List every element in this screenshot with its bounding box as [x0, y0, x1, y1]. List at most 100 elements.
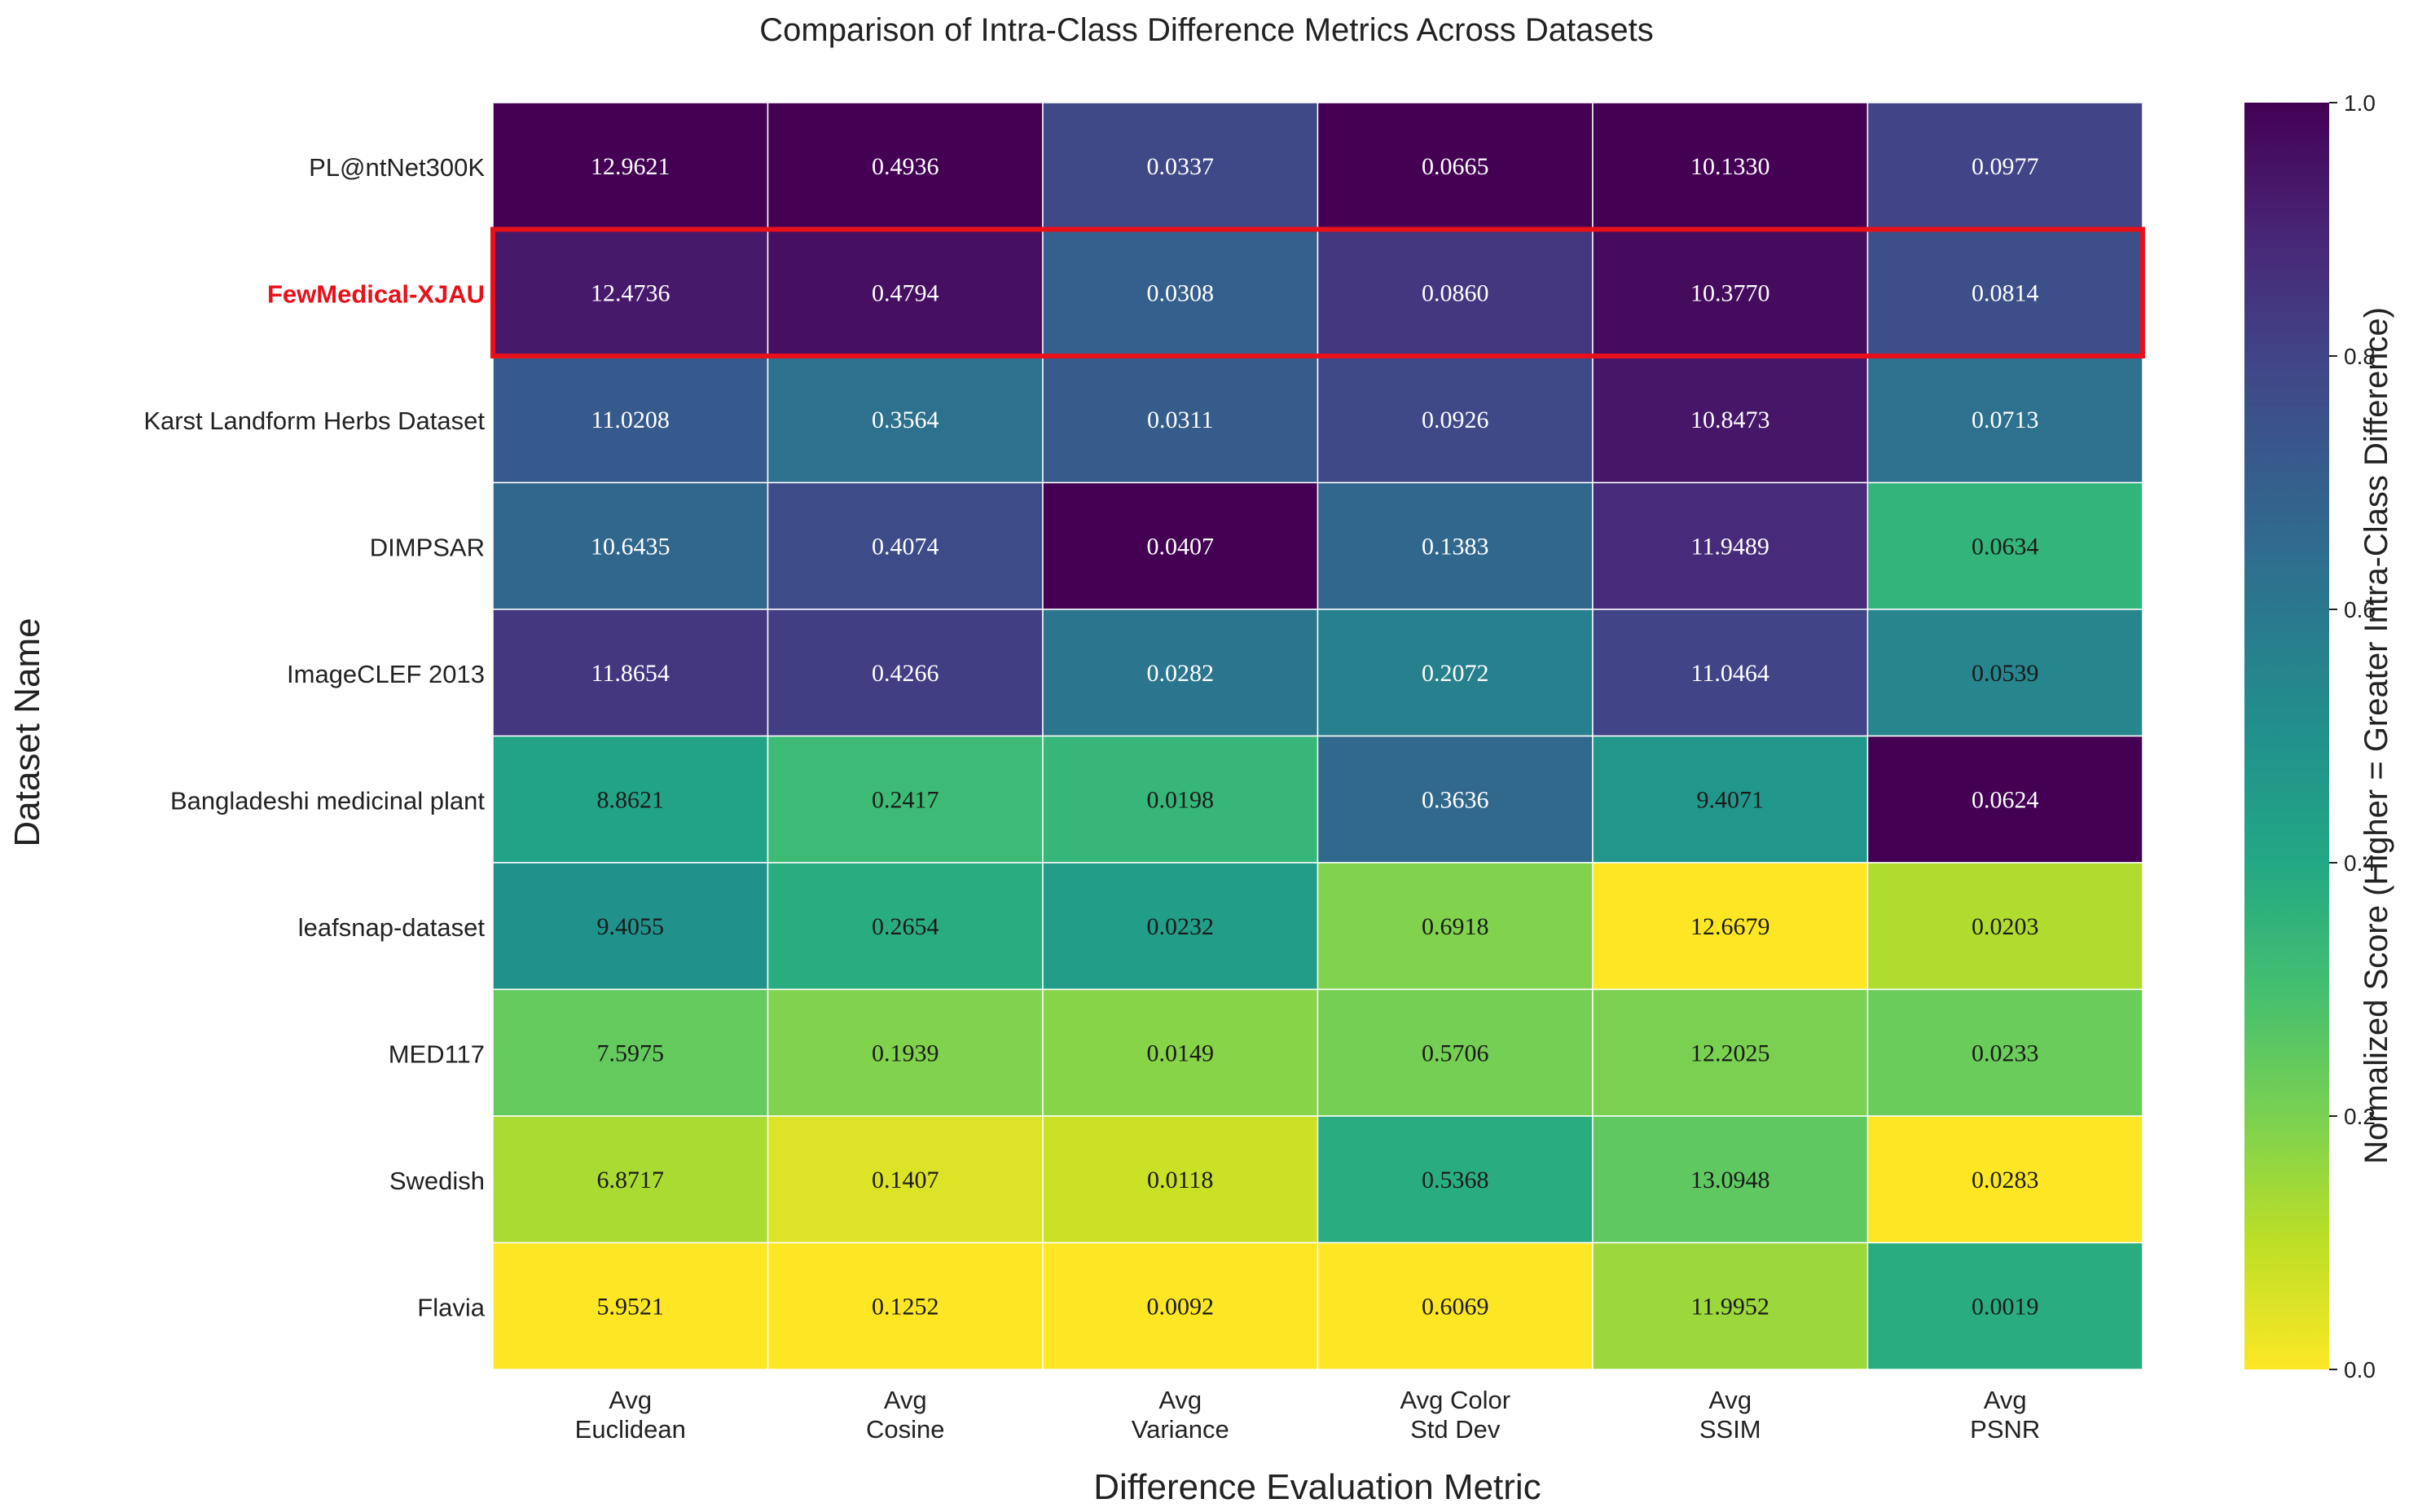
cell-value-label: 8.8621 — [597, 786, 665, 813]
cell-value-label: 9.4071 — [1697, 786, 1765, 813]
column-label: PSNR — [1970, 1415, 2040, 1444]
column-label: Euclidean — [575, 1415, 686, 1444]
heatmap-cell — [1317, 862, 1594, 991]
column-label: Cosine — [866, 1415, 945, 1444]
column-label: SSIM — [1699, 1415, 1761, 1444]
cell-value-label: 0.0713 — [1972, 407, 2039, 433]
cell-value-label: 0.0149 — [1147, 1040, 1215, 1066]
row-label: Flavia — [417, 1293, 485, 1321]
column-label: Std Dev — [1410, 1415, 1501, 1444]
heatmap-cell — [1042, 862, 1319, 991]
row-label: Swedish — [389, 1167, 485, 1195]
column-label: Avg — [609, 1386, 652, 1414]
heatmap-cell — [1592, 1115, 1869, 1244]
heatmap-cell — [1317, 735, 1594, 864]
heatmap-cell — [1866, 862, 2143, 991]
cell-value-label: 0.0634 — [1972, 533, 2039, 560]
cell-value-label: 0.0308 — [1147, 279, 1215, 306]
cell-value-label: 0.6069 — [1422, 1293, 1489, 1320]
cell-value-label: 0.0624 — [1972, 786, 2039, 813]
cell-value-label: 0.0311 — [1147, 407, 1213, 433]
cell-value-label: 0.3564 — [872, 407, 939, 433]
heatmap-cell — [492, 988, 769, 1117]
cell-value-label: 0.0282 — [1147, 660, 1215, 687]
x-axis-label: Difference Evaluation Metric — [1093, 1467, 1541, 1507]
cell-value-label: 12.2025 — [1690, 1040, 1770, 1066]
cell-value-label: 0.0977 — [1972, 153, 2039, 180]
cell-value-label: 0.6918 — [1422, 913, 1489, 940]
y-axis-label: Dataset Name — [7, 618, 47, 846]
heatmap-cell — [1317, 988, 1594, 1117]
cell-value-label: 0.0337 — [1147, 153, 1215, 180]
cell-value-label: 0.1407 — [872, 1167, 939, 1193]
cell-value-label: 12.4736 — [591, 279, 670, 306]
cell-value-label: 0.5368 — [1422, 1167, 1489, 1193]
column-label: Avg — [1158, 1386, 1202, 1414]
row-label: DIMPSAR — [370, 533, 485, 561]
cell-value-label: 0.0283 — [1972, 1167, 2039, 1193]
row-label: PL@ntNet300K — [309, 153, 485, 182]
cell-value-label: 0.0203 — [1972, 913, 2039, 940]
cell-value-label: 0.0665 — [1422, 153, 1489, 180]
heatmap-cell — [1592, 355, 1869, 484]
column-label: Avg — [884, 1386, 927, 1414]
row-label: ImageCLEF 2013 — [287, 660, 485, 688]
cell-value-label: 0.0539 — [1972, 660, 2039, 687]
heatmap-cell — [492, 481, 769, 610]
cell-value-label: 11.0208 — [591, 407, 670, 433]
column-label: Avg — [1708, 1386, 1752, 1414]
colorbar — [2244, 103, 2329, 1369]
heatmap-cell — [492, 735, 769, 864]
column-label: Avg — [1984, 1386, 2027, 1414]
heatmap-cell — [767, 1115, 1044, 1244]
heatmap-cell — [492, 355, 769, 484]
cell-value-label: 5.9521 — [597, 1293, 665, 1320]
heatmap-cell — [767, 862, 1044, 991]
colorbar-tick-label: 0.6 — [2344, 597, 2376, 622]
cell-value-label: 0.1939 — [872, 1040, 939, 1066]
heatmap-cell — [1317, 609, 1594, 737]
heatmap-cell — [767, 988, 1044, 1117]
cell-value-label: 0.0860 — [1422, 279, 1489, 306]
heatmap-cell — [1592, 988, 1869, 1117]
cell-value-label: 11.0464 — [1691, 660, 1769, 687]
heatmap-cell — [1866, 355, 2143, 484]
heatmap-cell — [492, 102, 769, 231]
row-label: leafsnap-dataset — [298, 913, 486, 942]
heatmap-cell — [492, 609, 769, 737]
cell-value-label: 10.8473 — [1690, 407, 1770, 433]
row-label: Karst Landform Herbs Dataset — [143, 407, 485, 435]
cell-value-label: 0.4794 — [872, 279, 939, 306]
heatmap-cell — [1317, 481, 1594, 610]
cell-value-label: 0.0198 — [1147, 786, 1215, 813]
column-label: Avg Color — [1400, 1386, 1510, 1414]
heatmap-cell — [1042, 102, 1319, 231]
colorbar-tick-label: 1.0 — [2344, 90, 2376, 116]
cell-value-label: 0.2654 — [872, 913, 939, 940]
cell-value-label: 0.2417 — [872, 786, 939, 813]
heatmap-cell — [1866, 735, 2143, 864]
cell-value-label: 0.0092 — [1147, 1293, 1215, 1320]
heatmap-cell — [767, 1242, 1044, 1370]
colorbar-tick-label: 0.0 — [2344, 1357, 2376, 1382]
cell-value-label: 0.2072 — [1422, 660, 1489, 687]
heatmap-cell — [767, 102, 1044, 231]
heatmap-cell — [1317, 228, 1594, 357]
heatmap-cell — [1317, 355, 1594, 484]
cell-value-label: 10.3770 — [1690, 279, 1770, 306]
row-label: Bangladeshi medicinal plant — [170, 786, 485, 815]
heatmap-cell — [1866, 609, 2143, 737]
cell-value-label: 6.8717 — [597, 1167, 665, 1193]
heatmap-cell — [1042, 1242, 1319, 1370]
heatmap-cell — [1592, 1242, 1869, 1370]
cell-value-label: 0.0926 — [1422, 407, 1489, 433]
cell-value-label: 0.0118 — [1147, 1167, 1213, 1193]
heatmap-cell — [1592, 735, 1869, 864]
heatmap-cell — [1317, 1242, 1594, 1370]
heatmap-cell — [767, 228, 1044, 357]
heatmap-cell — [1866, 988, 2143, 1117]
heatmap-cell — [492, 862, 769, 991]
heatmap-cell — [1866, 228, 2143, 357]
cell-value-label: 0.1383 — [1422, 533, 1489, 560]
